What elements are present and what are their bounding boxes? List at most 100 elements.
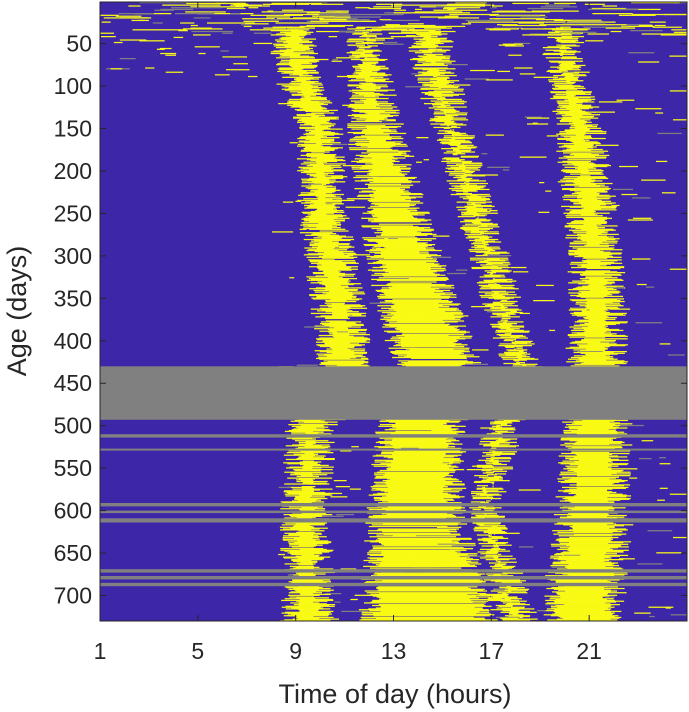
heatmap-cell <box>558 540 612 542</box>
heatmap-cell <box>317 265 347 267</box>
heatmap-cell <box>374 499 455 501</box>
heatmap-cell <box>364 540 452 542</box>
heatmap-cell <box>580 352 625 354</box>
heatmap-cell <box>444 112 468 114</box>
heatmap-cell <box>322 515 344 517</box>
heatmap-cell <box>571 452 610 454</box>
heatmap-cell <box>629 477 638 479</box>
heatmap-cell <box>373 192 411 194</box>
heatmap-cell <box>501 566 514 568</box>
heatmap-cell <box>451 189 477 191</box>
heatmap-cell <box>477 539 499 541</box>
heatmap-cell <box>568 250 604 253</box>
heatmap-cell <box>671 29 687 31</box>
heatmap-cell <box>421 87 441 90</box>
heatmap-cell <box>379 248 392 250</box>
heatmap-cell <box>346 41 364 43</box>
heatmap-cell <box>454 169 481 171</box>
heatmap-cell <box>421 72 430 74</box>
heatmap-cell <box>302 108 328 110</box>
heatmap-cell <box>464 78 490 80</box>
heatmap-cell <box>471 492 487 495</box>
heatmap-cell <box>455 548 473 550</box>
heatmap-cell <box>131 19 145 22</box>
heatmap-cell <box>271 231 294 233</box>
heatmap-cell <box>309 221 336 223</box>
heatmap-cell <box>361 131 398 133</box>
heatmap-cell <box>214 74 230 76</box>
heatmap-cell <box>438 49 451 51</box>
heatmap-cell <box>358 609 489 611</box>
heatmap-cell <box>571 341 615 343</box>
heatmap-cell <box>569 484 631 486</box>
heatmap-cell <box>278 103 299 105</box>
heatmap-cell <box>545 604 563 606</box>
heatmap-cell <box>312 15 351 17</box>
heatmap-cell <box>584 338 628 340</box>
heatmap-cell <box>374 572 478 574</box>
heatmap-cell <box>532 122 538 124</box>
heatmap-cell <box>557 606 615 608</box>
heatmap-cell <box>568 564 613 566</box>
heatmap-cell <box>581 260 618 262</box>
heatmap-cell <box>577 265 601 267</box>
heatmap-cell <box>571 450 631 452</box>
heatmap-cell <box>340 568 357 570</box>
heatmap-cell <box>557 548 613 551</box>
heatmap-cell <box>351 166 400 168</box>
heatmap-cell <box>298 537 313 540</box>
heatmap-cell <box>310 174 325 176</box>
heatmap-cell <box>415 8 422 11</box>
heatmap-cell <box>574 321 628 323</box>
heatmap-cell <box>383 456 454 458</box>
heatmap-cell <box>562 116 593 118</box>
heatmap-cell <box>286 467 322 469</box>
heatmap-cell <box>437 132 467 135</box>
heatmap-cell <box>253 32 272 34</box>
heatmap-cell <box>245 23 269 25</box>
heatmap-cell <box>358 198 412 200</box>
heatmap-cell <box>354 108 393 110</box>
heatmap-cell <box>508 615 530 618</box>
heatmap-cell <box>573 202 616 204</box>
heatmap-cell <box>287 27 315 29</box>
heatmap-cell <box>569 101 595 103</box>
heatmap-cell <box>373 6 402 8</box>
heatmap-cell <box>284 483 322 485</box>
heatmap-cell <box>461 214 488 216</box>
heatmap-cell <box>360 616 474 619</box>
heatmap-cell <box>304 95 311 97</box>
heatmap-cell <box>354 115 394 118</box>
heatmap-cell <box>329 290 349 292</box>
heatmap-cell <box>386 480 462 483</box>
heatmap-cell <box>524 116 542 118</box>
heatmap-cell <box>355 69 379 72</box>
heatmap-cell <box>374 252 420 254</box>
heatmap-cell <box>559 507 626 509</box>
heatmap-cell <box>673 536 687 539</box>
heatmap-cell <box>581 204 601 207</box>
heatmap-cell <box>450 159 462 162</box>
heatmap-cell <box>493 463 507 466</box>
heatmap-cell <box>485 471 495 473</box>
heatmap-cell <box>484 252 510 254</box>
heatmap-cell <box>312 464 329 467</box>
heatmap-cell <box>547 69 568 72</box>
heatmap-cell <box>318 261 356 264</box>
heatmap-cell <box>352 92 375 94</box>
heatmap-cell <box>566 148 603 151</box>
heatmap-cell <box>458 165 466 168</box>
heatmap-cell <box>559 474 612 476</box>
heatmap-cell <box>573 203 612 205</box>
heatmap-cell <box>476 515 505 517</box>
heatmap-cell <box>378 604 484 606</box>
heatmap-cell <box>416 34 442 36</box>
heatmap-cell <box>474 475 489 477</box>
heatmap-cell <box>369 193 424 196</box>
heatmap-cell <box>555 598 607 601</box>
heatmap-cell <box>296 531 315 534</box>
heatmap-cell <box>562 188 611 190</box>
heatmap-cell <box>320 131 331 134</box>
heatmap-cell <box>368 561 479 563</box>
heatmap-cell <box>449 140 470 142</box>
